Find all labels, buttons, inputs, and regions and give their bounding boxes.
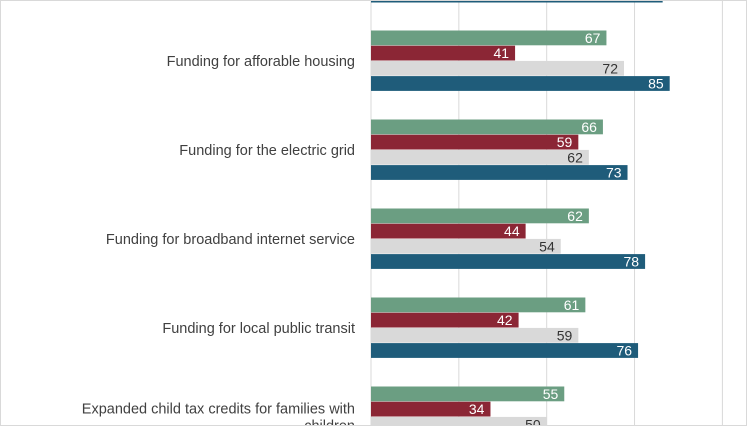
bar-3-2 xyxy=(371,327,579,343)
bar-3-0 xyxy=(371,297,586,313)
data-label-1-2: 62 xyxy=(567,149,583,165)
bar-0-2 xyxy=(371,60,625,76)
data-label-2-1: 44 xyxy=(504,223,520,239)
bar-1-3 xyxy=(371,165,628,180)
bar-0-0 xyxy=(371,30,607,46)
data-label-1-0: 66 xyxy=(581,119,597,135)
bar-2-2 xyxy=(371,238,561,254)
category-label-2: Funding for broadband internet service xyxy=(106,232,355,248)
bar-partial-top xyxy=(371,0,663,3)
data-label-3-0: 61 xyxy=(564,297,580,313)
data-label-0-0: 67 xyxy=(585,30,601,46)
category-label-4-line-1: children xyxy=(304,418,355,426)
data-label-4-2: 50 xyxy=(525,416,541,426)
data-label-1-3: 73 xyxy=(606,165,622,181)
bar-3-3 xyxy=(371,343,639,358)
data-label-2-2: 54 xyxy=(539,238,555,254)
bar-1-0 xyxy=(371,119,603,135)
bar-4-1 xyxy=(371,401,491,417)
data-label-3-1: 42 xyxy=(497,312,513,328)
bar-3-1 xyxy=(371,312,519,328)
data-label-2-3: 78 xyxy=(624,254,640,270)
bar-2-3 xyxy=(371,254,646,269)
data-label-3-3: 76 xyxy=(616,343,632,359)
category-label-4-line-0: Expanded child tax credits for families … xyxy=(82,401,355,417)
data-label-3-2: 59 xyxy=(557,327,573,343)
data-label-0-1: 41 xyxy=(493,45,509,61)
category-label-3: Funding for local public transit xyxy=(162,321,355,337)
bar-0-1 xyxy=(371,45,516,61)
data-label-4-1: 34 xyxy=(469,401,485,417)
bar-2-1 xyxy=(371,223,526,239)
bar-4-2 xyxy=(371,416,547,431)
data-label-1-1: 59 xyxy=(557,134,573,150)
data-label-4-0: 55 xyxy=(543,386,559,402)
bar-1-1 xyxy=(371,134,579,150)
bar-0-3 xyxy=(371,76,670,91)
data-label-0-2: 72 xyxy=(602,60,618,76)
category-label-0: Funding for afforable housing xyxy=(167,54,355,70)
bar-1-2 xyxy=(371,149,589,165)
bar-4-0 xyxy=(371,386,565,402)
data-label-0-3: 85 xyxy=(648,76,664,92)
category-label-1: Funding for the electric grid xyxy=(179,143,355,159)
bar-2-0 xyxy=(371,208,589,224)
data-label-2-0: 62 xyxy=(567,208,583,224)
